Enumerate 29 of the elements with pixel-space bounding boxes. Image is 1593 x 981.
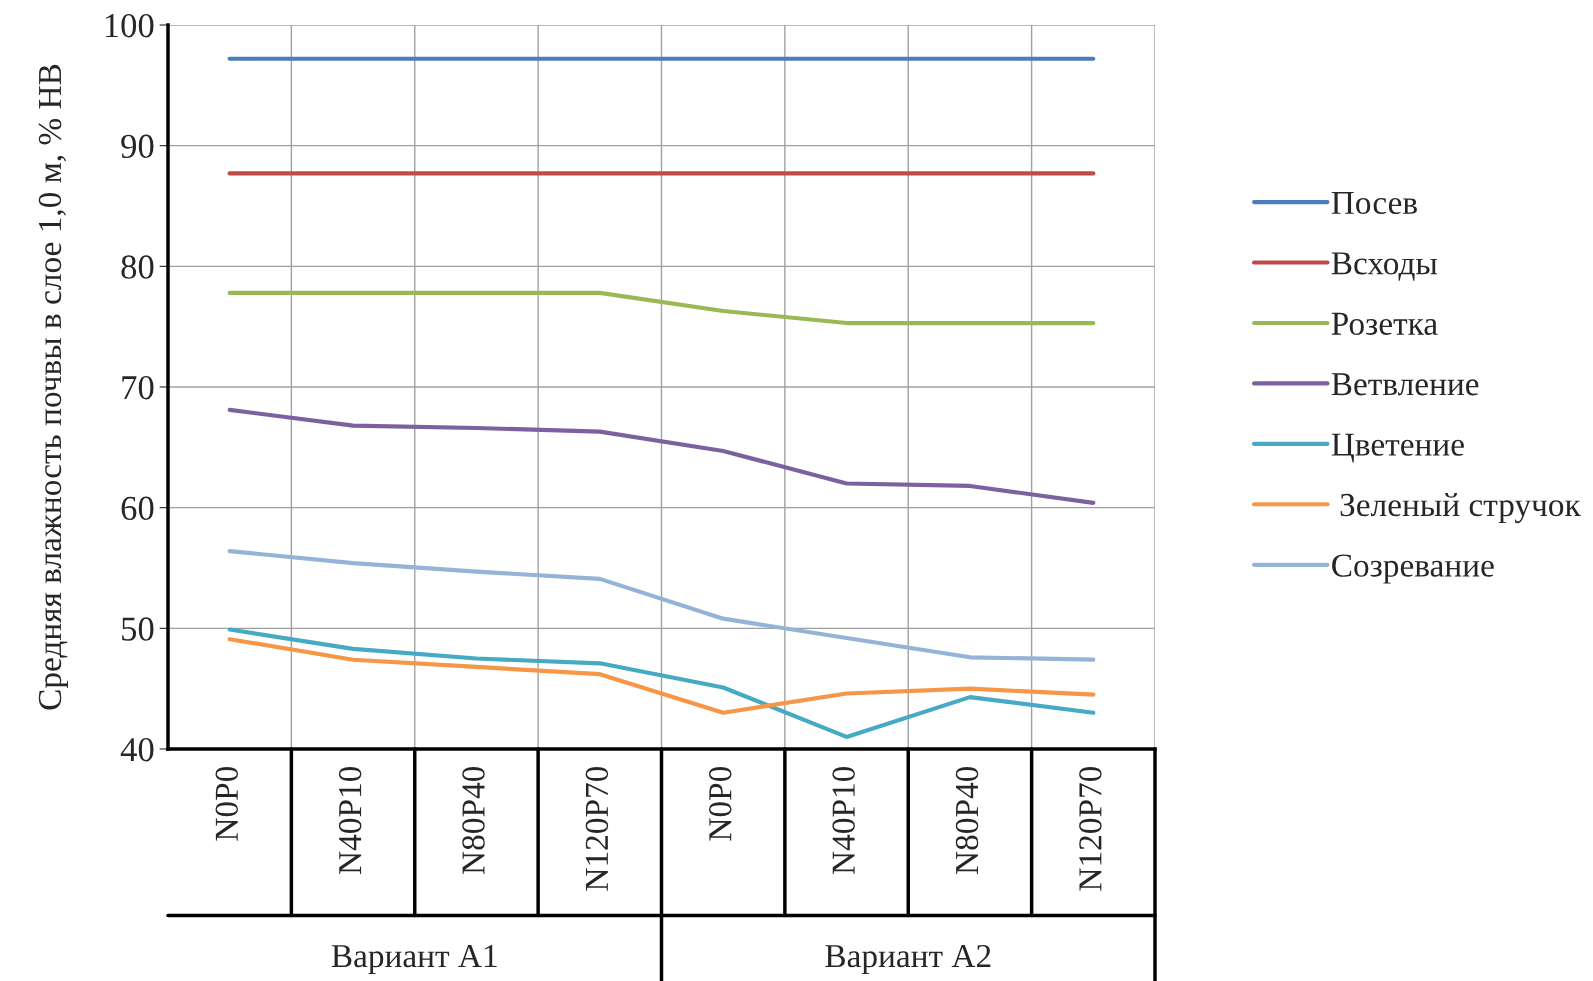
y-tick-label: 70 — [122, 375, 154, 400]
text: Вариант А2 — [825, 944, 991, 975]
y-tick-label: 60 — [121, 496, 154, 521]
legend-label: Цветение — [1331, 433, 1464, 463]
line-series — [227, 637, 1096, 715]
line-series — [227, 549, 1096, 662]
legend-label: Розетка — [1331, 312, 1438, 335]
x-tick-label: N80P40 — [462, 766, 485, 874]
legend-label: Созревание — [1332, 554, 1494, 584]
x-tick-label: N120P70 — [585, 766, 609, 891]
x-tick-label: N40P10 — [338, 766, 362, 874]
x-tick-label: N40P10 — [832, 766, 855, 874]
text: Вариант А1 — [331, 944, 497, 975]
y-tick-label: 80 — [121, 255, 154, 279]
legend-label: Ветвление — [1331, 373, 1479, 396]
y-axis-title: Средняя влажность почвы в слое 1,0 м, % НВ — [38, 64, 68, 710]
legend-label: Всходы — [1331, 252, 1438, 281]
y-tick-label: 100 — [105, 13, 154, 38]
y-tick-label: 90 — [121, 134, 154, 159]
x-tick-label: N0P0 — [215, 766, 239, 841]
line-series — [227, 407, 1096, 505]
x-tick-label: N120P70 — [1079, 766, 1102, 891]
legend-label: Посев — [1331, 191, 1417, 215]
y-tick-label: 40 — [120, 737, 154, 762]
x-tick-label: N0P0 — [709, 766, 732, 841]
legend-label: Зеленый стручок — [1340, 493, 1581, 524]
line-series — [227, 627, 1096, 740]
y-tick-label: 50 — [122, 617, 154, 641]
x-tick-label: N80P40 — [955, 766, 979, 874]
